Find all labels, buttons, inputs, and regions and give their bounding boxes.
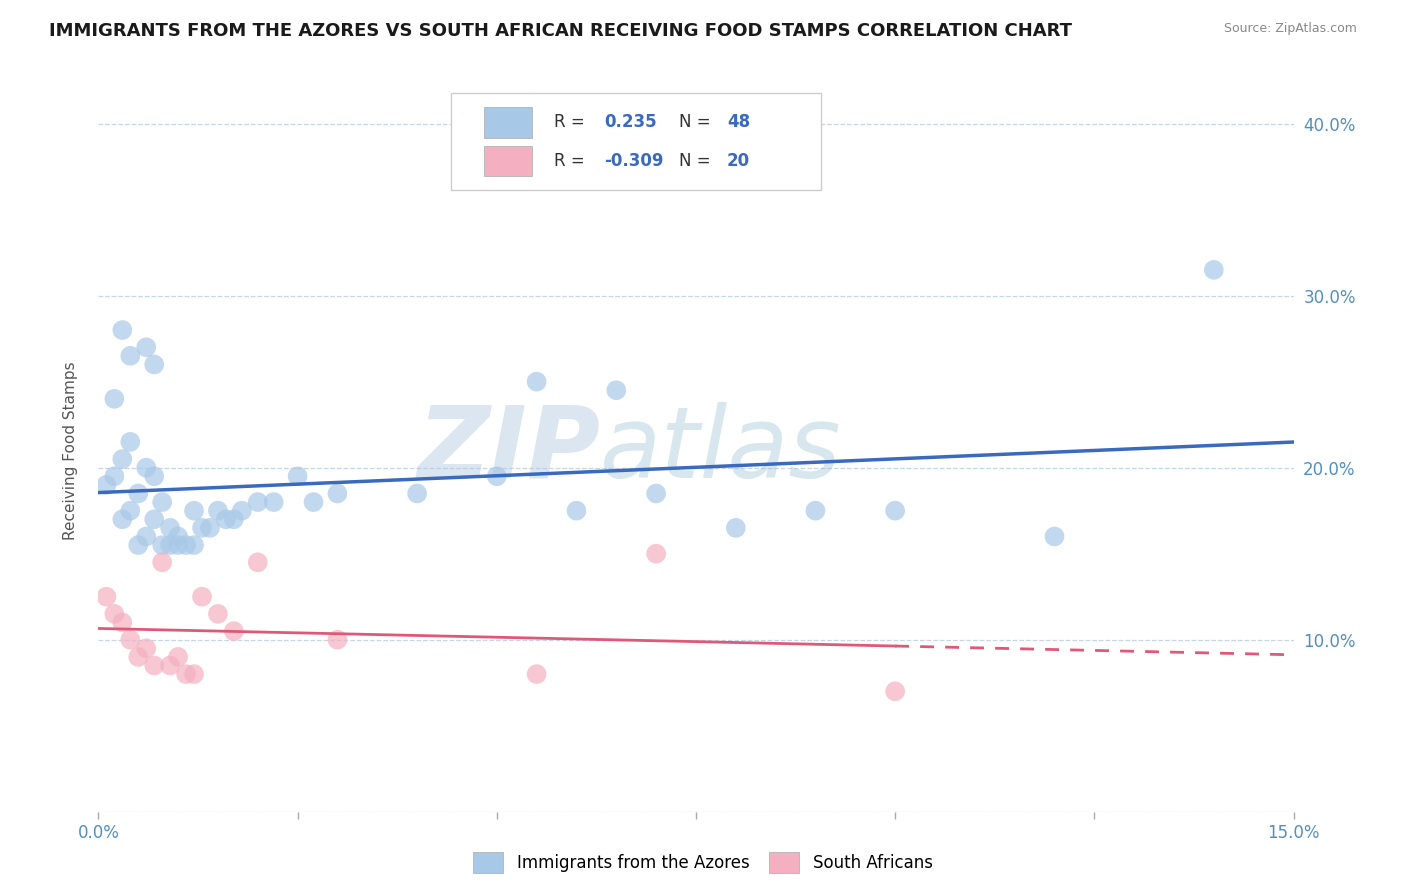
Point — [191, 590, 214, 604]
Text: R =: R = — [554, 113, 589, 131]
Point — [485, 469, 508, 483]
Text: R =: R = — [554, 152, 589, 169]
Point — [127, 538, 149, 552]
Point — [183, 503, 205, 517]
Point — [884, 503, 907, 517]
Text: N =: N = — [679, 152, 716, 169]
Point — [724, 521, 747, 535]
Point — [150, 495, 173, 509]
Point — [111, 615, 134, 630]
Point — [135, 340, 157, 354]
Point — [231, 503, 253, 517]
Point — [159, 658, 181, 673]
Point — [326, 632, 349, 647]
Point — [135, 529, 157, 543]
Point — [103, 607, 125, 621]
Point — [143, 469, 166, 483]
Point — [183, 538, 205, 552]
Point — [174, 538, 197, 552]
Point — [127, 649, 149, 664]
Point — [103, 469, 125, 483]
Text: atlas: atlas — [600, 402, 842, 499]
Point — [143, 512, 166, 526]
Point — [103, 392, 125, 406]
Point — [120, 503, 142, 517]
Point — [565, 503, 588, 517]
Text: 48: 48 — [727, 113, 751, 131]
Point — [150, 555, 173, 569]
Text: -0.309: -0.309 — [605, 152, 664, 169]
Point — [135, 641, 157, 656]
Point — [143, 658, 166, 673]
Y-axis label: Receiving Food Stamps: Receiving Food Stamps — [63, 361, 77, 540]
Text: N =: N = — [679, 113, 716, 131]
Point — [127, 486, 149, 500]
Point — [605, 384, 627, 398]
Text: ZIP: ZIP — [418, 402, 600, 499]
Text: 0.235: 0.235 — [605, 113, 657, 131]
Point — [1202, 262, 1225, 277]
Point — [159, 538, 181, 552]
FancyBboxPatch shape — [485, 145, 533, 176]
FancyBboxPatch shape — [485, 107, 533, 137]
Point — [246, 495, 269, 509]
Point — [645, 547, 668, 561]
Point — [96, 590, 118, 604]
Text: IMMIGRANTS FROM THE AZORES VS SOUTH AFRICAN RECEIVING FOOD STAMPS CORRELATION CH: IMMIGRANTS FROM THE AZORES VS SOUTH AFRI… — [49, 22, 1073, 40]
Point — [804, 503, 827, 517]
Point — [174, 667, 197, 681]
Point — [207, 503, 229, 517]
Point — [207, 607, 229, 621]
Text: 20: 20 — [727, 152, 751, 169]
Point — [645, 486, 668, 500]
Point — [1043, 529, 1066, 543]
Point — [287, 469, 309, 483]
Point — [120, 434, 142, 449]
Text: Source: ZipAtlas.com: Source: ZipAtlas.com — [1223, 22, 1357, 36]
Point — [526, 375, 548, 389]
Point — [167, 649, 190, 664]
Point — [183, 667, 205, 681]
Point — [167, 529, 190, 543]
Point — [246, 555, 269, 569]
Point — [191, 521, 214, 535]
Point — [222, 624, 245, 639]
Point — [159, 521, 181, 535]
Point — [150, 538, 173, 552]
Legend: Immigrants from the Azores, South Africans: Immigrants from the Azores, South Africa… — [467, 846, 939, 880]
Point — [120, 632, 142, 647]
Point — [326, 486, 349, 500]
Point — [120, 349, 142, 363]
FancyBboxPatch shape — [451, 93, 821, 190]
Point — [135, 460, 157, 475]
Point — [198, 521, 221, 535]
Point — [526, 667, 548, 681]
Point — [215, 512, 238, 526]
Point — [884, 684, 907, 698]
Point — [111, 323, 134, 337]
Point — [167, 538, 190, 552]
Point — [222, 512, 245, 526]
Point — [111, 452, 134, 467]
Point — [96, 478, 118, 492]
Point — [263, 495, 285, 509]
Point — [143, 358, 166, 372]
Point — [111, 512, 134, 526]
Point — [406, 486, 429, 500]
Point — [302, 495, 325, 509]
